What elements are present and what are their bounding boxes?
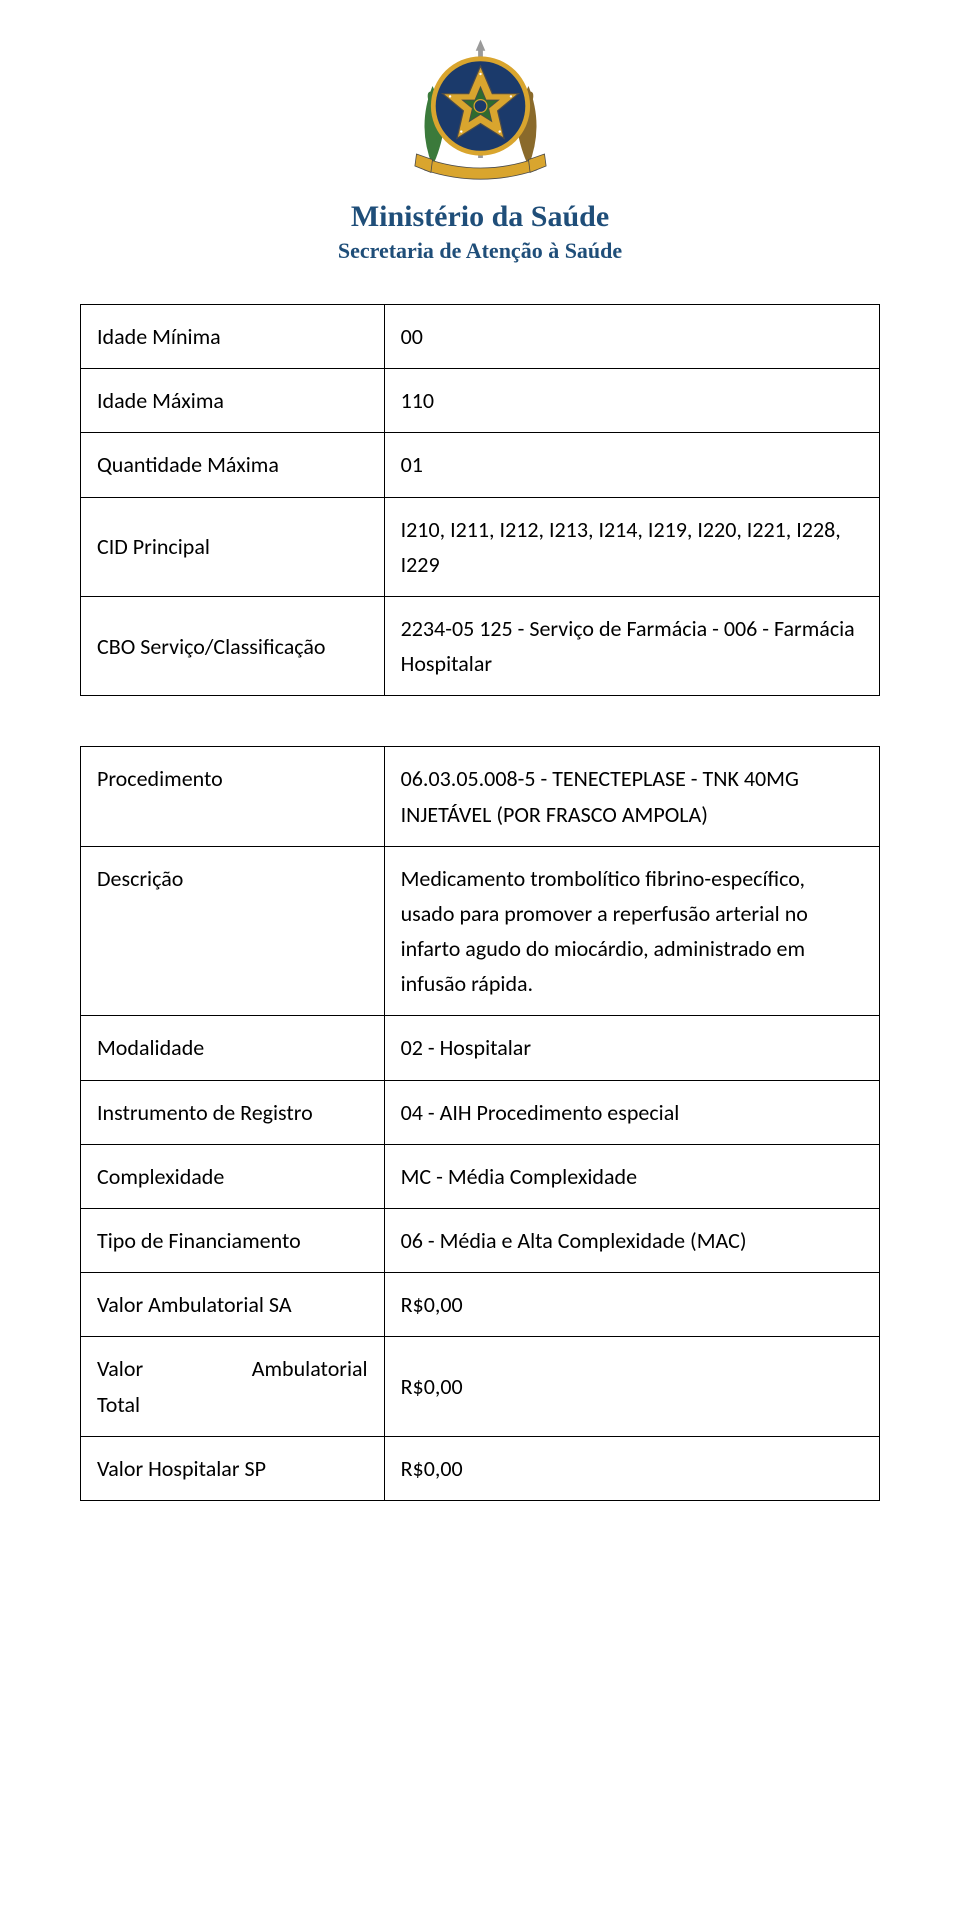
row-value: 02 - Hospitalar: [384, 1016, 879, 1080]
table-row: Modalidade 02 - Hospitalar: [81, 1016, 880, 1080]
label-word-right: Ambulatorial: [252, 1351, 368, 1386]
row-label: Idade Mínima: [81, 305, 385, 369]
row-value: Medicamento trombolítico fibrino-específ…: [384, 846, 879, 1016]
row-label: Idade Máxima: [81, 369, 385, 433]
table-row: Idade Máxima 110: [81, 369, 880, 433]
row-label: Procedimento: [81, 747, 385, 846]
row-label: Quantidade Máxima: [81, 433, 385, 497]
row-label: Instrumento de Registro: [81, 1080, 385, 1144]
row-label: CID Principal: [81, 497, 385, 596]
table-row: Tipo de Financiamento 06 - Média e Alta …: [81, 1209, 880, 1273]
row-label: Tipo de Financiamento: [81, 1209, 385, 1273]
table-row: Quantidade Máxima 01: [81, 433, 880, 497]
identification-table: Idade Mínima 00 Idade Máxima 110 Quantid…: [80, 304, 880, 696]
row-value: 00: [384, 305, 879, 369]
table-row: Idade Mínima 00: [81, 305, 880, 369]
coat-of-arms-emblem: [398, 30, 563, 190]
row-label: Complexidade: [81, 1144, 385, 1208]
table-row: Valor Hospitalar SP R$0,00: [81, 1436, 880, 1500]
row-value: MC - Média Complexidade: [384, 1144, 879, 1208]
row-label: Descrição: [81, 846, 385, 1016]
table-row: Descrição Medicamento trombolítico fibri…: [81, 846, 880, 1016]
title-main: Ministério da Saúde: [80, 200, 880, 234]
row-value: R$0,00: [384, 1436, 879, 1500]
row-value: R$0,00: [384, 1273, 879, 1337]
row-label: Valor Hospitalar SP: [81, 1436, 385, 1500]
row-value: 06 - Média e Alta Complexidade (MAC): [384, 1209, 879, 1273]
table-row: Valor Ambulatorial Total R$0,00: [81, 1337, 880, 1436]
row-value: R$0,00: [384, 1337, 879, 1436]
table-row: Instrumento de Registro 04 - AIH Procedi…: [81, 1080, 880, 1144]
label-line2: Total: [97, 1387, 368, 1422]
row-value: 04 - AIH Procedimento especial: [384, 1080, 879, 1144]
label-word-left: Valor: [97, 1351, 143, 1386]
title-sub: Secretaria de Atenção à Saúde: [80, 238, 880, 264]
table-row: CBO Serviço/Classificação 2234-05 125 - …: [81, 596, 880, 695]
row-label: Modalidade: [81, 1016, 385, 1080]
row-value: 2234-05 125 - Serviço de Farmácia - 006 …: [384, 596, 879, 695]
row-value: 06.03.05.008-5 - TENECTEPLASE - TNK 40MG…: [384, 747, 879, 846]
row-label: Valor Ambulatorial Total: [81, 1337, 385, 1436]
table-row: Complexidade MC - Média Complexidade: [81, 1144, 880, 1208]
row-value: 01: [384, 433, 879, 497]
row-value: 110: [384, 369, 879, 433]
procedure-table: Procedimento 06.03.05.008-5 - TENECTEPLA…: [80, 746, 880, 1501]
page-header: Ministério da Saúde Secretaria de Atençã…: [80, 30, 880, 264]
row-label: Valor Ambulatorial SA: [81, 1273, 385, 1337]
table-row: CID Principal I210, I211, I212, I213, I2…: [81, 497, 880, 596]
row-label: CBO Serviço/Classificação: [81, 596, 385, 695]
row-value: I210, I211, I212, I213, I214, I219, I220…: [384, 497, 879, 596]
table-row: Procedimento 06.03.05.008-5 - TENECTEPLA…: [81, 747, 880, 846]
table-row: Valor Ambulatorial SA R$0,00: [81, 1273, 880, 1337]
